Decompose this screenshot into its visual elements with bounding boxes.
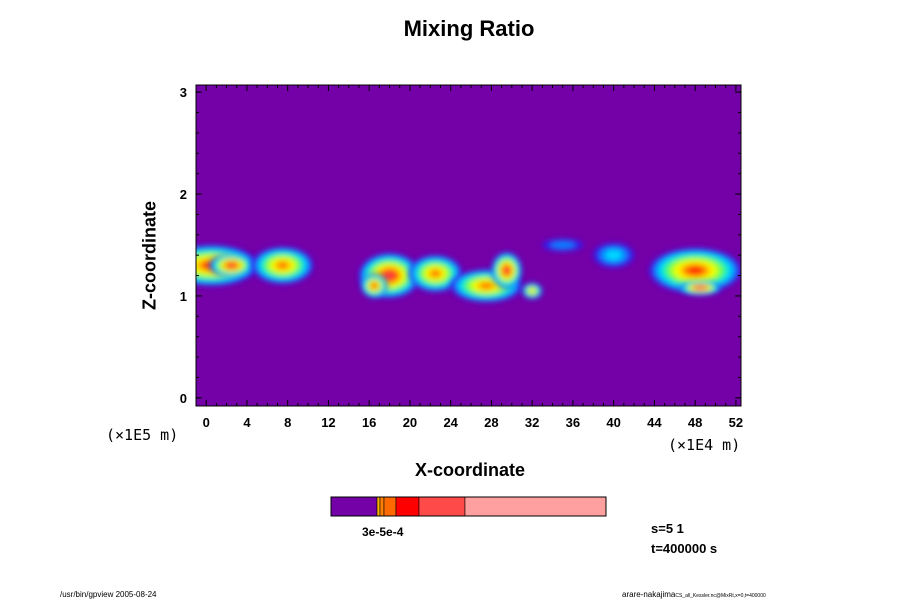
field-contour [688, 267, 702, 274]
field-region-8 [521, 282, 543, 299]
y-axis-label-wrap: Z-coordinate [120, 201, 180, 310]
chart-title: Mixing Ratio [403, 16, 535, 41]
field-contour [604, 249, 623, 261]
y-tick-label: 2 [180, 187, 187, 202]
field-contour [385, 272, 394, 279]
field-contour [550, 241, 575, 249]
footer-right: arare-nakajimaCS_all_Kessler.nc@MixRt,x=… [622, 590, 766, 599]
colorbar-frame [330, 496, 607, 517]
colorbar-segment [383, 496, 397, 517]
y-tick-label: 3 [180, 85, 187, 100]
mixing-ratio-field [196, 238, 741, 303]
colorbar-segment [395, 496, 420, 517]
field-region-11 [649, 248, 741, 293]
x-tick-label: 36 [566, 415, 580, 430]
y-tick-label: 1 [180, 289, 187, 304]
x-tick-label: 48 [688, 415, 702, 430]
x-tick-label: 12 [321, 415, 335, 430]
colorbar [330, 496, 607, 517]
field-contour [431, 270, 440, 277]
x-tick-label: 28 [484, 415, 498, 430]
colorbar-segment [464, 496, 607, 517]
field-region-1 [209, 253, 255, 278]
field-contour [372, 284, 377, 288]
x-tick-label: 16 [362, 415, 376, 430]
colorbar-segment [379, 496, 385, 517]
x-tick-label: 44 [647, 415, 662, 430]
field-region-5 [408, 255, 462, 292]
field-contour [697, 286, 703, 289]
field-contour [277, 262, 288, 269]
field-region-7 [491, 252, 522, 289]
colorbar-segment [376, 496, 381, 517]
footer-left: /usr/bin/gpview 2005-08-24 [60, 590, 157, 599]
footer-right-main: arare-nakajima [622, 590, 676, 599]
x-axis-unit: (×1E4 m) [668, 436, 741, 454]
x-tick-label: 52 [729, 415, 743, 430]
x-tick-label: 32 [525, 415, 539, 430]
y-axis-unit: (×1E5 m) [106, 426, 179, 444]
field-contour [480, 283, 492, 289]
field-region-10 [593, 242, 635, 268]
field-region-4 [361, 273, 388, 298]
colorbar-segment [418, 496, 466, 517]
field-region-9 [542, 238, 584, 252]
field-contour [504, 268, 509, 273]
stats-t: t=400000 s [651, 541, 718, 556]
x-axis-label: X-coordinate [414, 460, 525, 480]
plot-frame [195, 84, 742, 407]
x-tick-label: 0 [203, 415, 210, 430]
stats-s: s=5 1 [651, 521, 684, 536]
field-region-2 [252, 247, 314, 284]
field-contour [530, 289, 534, 293]
field-contour [228, 263, 235, 267]
colorbar-label: 3e-5e-4 [362, 525, 404, 539]
x-tick-label: 20 [403, 415, 417, 430]
plot-background [196, 85, 741, 406]
x-tick-label: 40 [606, 415, 620, 430]
x-tick-label: 4 [243, 415, 251, 430]
y-axis-label: Z-coordinate [139, 201, 160, 311]
colorbar-segment [330, 496, 378, 517]
y-tick-label: 0 [180, 391, 187, 406]
field-region-12 [679, 280, 721, 295]
x-tick-label: 24 [443, 415, 458, 430]
footer-right-small: CS_all_Kessler.nc@MixRt,x=0,t=400000 [675, 593, 766, 599]
x-tick-label: 8 [284, 415, 291, 430]
